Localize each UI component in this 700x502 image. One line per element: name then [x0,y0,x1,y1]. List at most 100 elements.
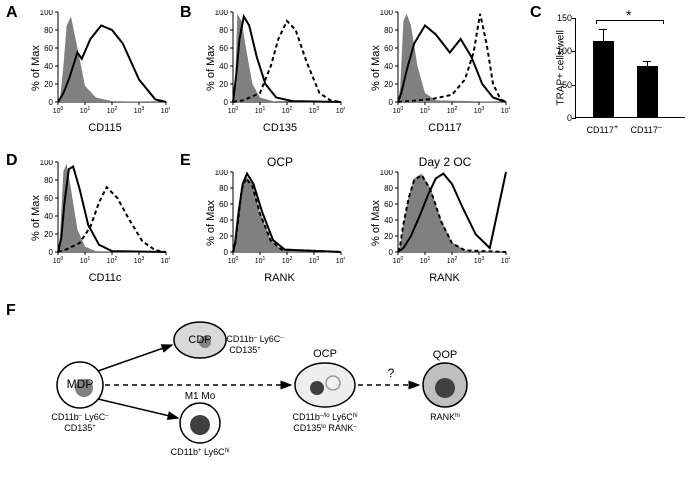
svg-text:0: 0 [224,98,229,107]
panel-label-b: B [180,4,192,22]
svg-text:103: 103 [474,256,485,265]
svg-text:103: 103 [474,106,485,115]
xlabel-cd117: CD117 [415,122,475,134]
xlabel-cd11c: CD11c [75,272,135,284]
svg-text:CD135lo RANK–: CD135lo RANK– [293,423,357,433]
svg-text:104: 104 [501,106,510,115]
svg-text:104: 104 [161,106,170,115]
panel-label-e: E [180,152,191,170]
title-day2oc: Day 2 OC [410,155,480,169]
svg-text:100: 100 [228,106,239,115]
svg-text:100: 100 [215,170,229,177]
svg-text:102: 102 [447,256,458,265]
svg-text:40: 40 [384,62,393,71]
svg-text:104: 104 [336,256,345,265]
ylabel-b2: % of Max [370,31,382,91]
svg-text:80: 80 [219,26,228,35]
svg-text:100: 100 [53,256,64,265]
svg-text:20: 20 [219,232,228,241]
svg-text:20: 20 [44,80,53,89]
svg-text:0: 0 [389,248,394,257]
svg-text:CD11b+ Ly6Chi: CD11b+ Ly6Chi [171,447,230,457]
title-ocp: OCP [260,155,300,169]
svg-text:40: 40 [219,216,228,225]
svg-text:102: 102 [107,106,118,115]
ylabel-b1: % of Max [205,31,217,91]
panel-label-a: A [6,4,18,22]
svg-text:OCP: OCP [313,348,337,360]
svg-text:104: 104 [336,106,345,115]
svg-text:100: 100 [53,106,64,115]
chart-cd115: 020406080100100101102103104 [40,10,170,120]
svg-text:0: 0 [224,248,229,257]
xlabel-cd115: CD115 [75,122,135,134]
svg-text:100: 100 [40,160,54,167]
svg-text:RANKhi: RANKhi [430,412,460,422]
panel-label-c: C [530,4,542,22]
chart-cd135: 0 20 40 60 80 100 100 101 102 103 104 [215,10,345,120]
svg-text:CD11b– Ly6C–: CD11b– Ly6C– [51,412,109,422]
chart-rank-day2: 020406080100100101102103104 [380,170,510,270]
svg-text:CD135+: CD135+ [64,423,96,433]
svg-text:100: 100 [215,10,229,17]
svg-text:102: 102 [447,106,458,115]
svg-text:?: ? [388,366,395,380]
svg-text:20: 20 [219,80,228,89]
svg-text:101: 101 [80,106,91,115]
svg-text:102: 102 [107,256,118,265]
sig-bracket-l [596,20,597,24]
svg-text:CD11b–/lo Ly6Chi: CD11b–/lo Ly6Chi [293,412,358,422]
svg-text:101: 101 [420,106,431,115]
chart-rank-ocp: 020406080100100101102103104 [215,170,345,270]
svg-text:0: 0 [389,98,394,107]
svg-text:0: 0 [49,248,54,257]
svg-text:60: 60 [384,44,393,53]
svg-text:102: 102 [282,256,293,265]
svg-text:40: 40 [384,216,393,225]
svg-text:102: 102 [282,106,293,115]
xlabel-rank1: RANK [252,272,307,284]
ylabel-a: % of Max [30,31,42,91]
svg-text:103: 103 [309,256,320,265]
svg-text:80: 80 [384,184,393,193]
svg-text:20: 20 [384,232,393,241]
svg-text:101: 101 [255,106,266,115]
svg-text:60: 60 [44,194,53,203]
sig-bracket-r [663,20,664,24]
svg-text:60: 60 [384,200,393,209]
svg-text:0: 0 [49,98,54,107]
svg-text:103: 103 [309,106,320,115]
svg-text:40: 40 [44,212,53,221]
svg-text:100: 100 [380,170,394,177]
svg-text:CD135+: CD135+ [229,345,261,355]
svg-text:104: 104 [161,256,170,265]
ylabel-c: TRAP+ cells/well [556,16,567,106]
ylabel-e1: % of Max [205,186,217,246]
svg-text:CD11b– Ly6C–: CD11b– Ly6C– [226,334,284,344]
svg-text:60: 60 [219,200,228,209]
svg-text:MDP: MDP [67,377,94,391]
svg-text:60: 60 [219,44,228,53]
svg-text:101: 101 [255,256,266,265]
ylabel-d: % of Max [30,181,42,241]
svg-text:40: 40 [219,62,228,71]
panel-label-d: D [6,152,18,170]
svg-text:101: 101 [80,256,91,265]
svg-text:20: 20 [384,80,393,89]
svg-text:103: 103 [134,256,145,265]
svg-text:80: 80 [44,26,53,35]
svg-text:100: 100 [380,10,394,17]
chart-cd117: 0 20 40 60 80 100 100 101 102 103 104 [380,10,510,120]
chart-cd11c: 020406080100100101102103104 [40,160,170,270]
svg-text:20: 20 [44,230,53,239]
xlabel-cd135: CD135 [250,122,310,134]
panel-label-f: F [6,302,16,320]
svg-text:M1 Mo: M1 Mo [185,391,216,402]
svg-text:40: 40 [44,62,53,71]
svg-text:80: 80 [384,26,393,35]
xlabel-rank2: RANK [417,272,472,284]
svg-text:100: 100 [393,256,404,265]
svg-text:100: 100 [393,106,404,115]
svg-text:60: 60 [44,44,53,53]
svg-text:80: 80 [219,184,228,193]
